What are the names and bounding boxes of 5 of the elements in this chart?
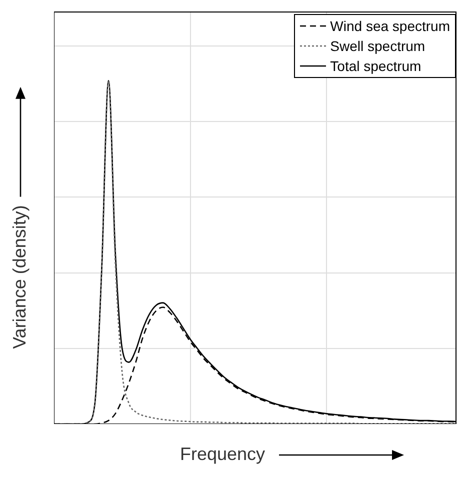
legend-label: Wind sea spectrum: [330, 18, 450, 34]
legend-label: Swell spectrum: [330, 38, 426, 54]
legend-label: Total spectrum: [330, 58, 422, 74]
y-axis-title: Variance (density): [10, 205, 30, 349]
x-axis-title: Frequency: [180, 444, 266, 465]
